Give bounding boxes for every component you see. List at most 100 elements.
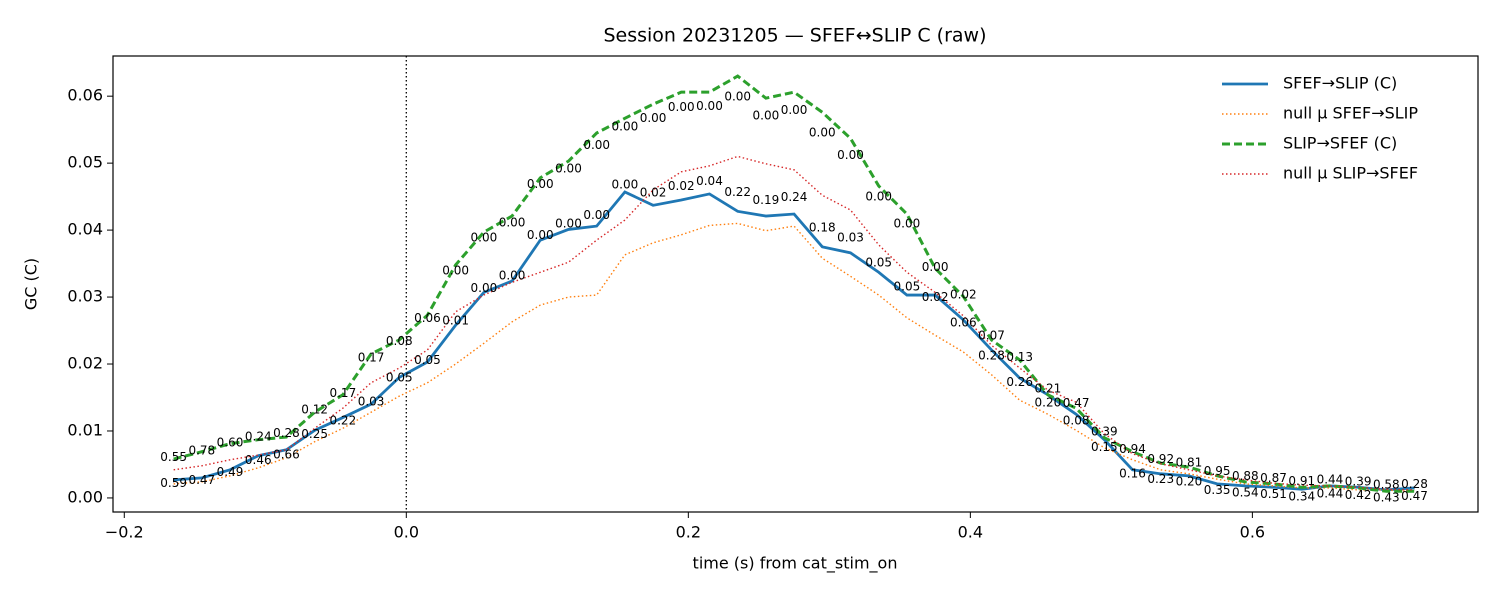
p-value-label: 0.25 <box>301 427 328 441</box>
p-value-label: 0.18 <box>809 220 836 234</box>
p-value-label: 0.60 <box>217 435 244 449</box>
p-value-label: 0.00 <box>583 138 610 152</box>
p-value-label: 0.05 <box>865 256 892 270</box>
p-value-label: 0.05 <box>414 353 441 367</box>
p-value-label: 0.54 <box>1232 486 1259 500</box>
p-value-label: 0.21 <box>1035 381 1062 395</box>
p-value-label: 0.00 <box>612 178 639 192</box>
x-tick-label: 0.0 <box>394 523 419 542</box>
p-value-label: 0.19 <box>753 193 780 207</box>
p-value-label: 0.42 <box>1345 488 1372 502</box>
p-value-label: 0.00 <box>555 161 582 175</box>
legend-label: SFEF→SLIP (C) <box>1283 74 1397 93</box>
p-value-label: 0.00 <box>809 126 836 140</box>
y-tick-label: 0.02 <box>67 354 103 373</box>
p-value-label: 0.05 <box>894 279 921 293</box>
series-line <box>173 74 1415 493</box>
p-value-label: 0.00 <box>724 90 751 104</box>
p-value-label: 0.24 <box>781 190 808 204</box>
p-value-label: 0.22 <box>724 185 751 199</box>
p-value-label: 0.00 <box>527 177 554 191</box>
p-value-label: 0.06 <box>414 311 441 325</box>
p-value-label: 0.24 <box>245 429 272 443</box>
y-axis-label: GC (C) <box>22 258 41 310</box>
p-value-label: 0.87 <box>1260 471 1287 485</box>
p-value-label: 0.15 <box>1091 440 1118 454</box>
p-value-label: 0.20 <box>1035 395 1062 409</box>
p-value-label: 0.16 <box>1119 467 1146 481</box>
p-value-label: 0.00 <box>696 99 723 113</box>
p-value-label: 0.55 <box>160 450 187 464</box>
p-value-label: 0.51 <box>1260 487 1287 501</box>
p-value-label: 0.34 <box>1288 489 1315 503</box>
p-value-label: 0.17 <box>358 351 385 365</box>
p-value-label: 0.03 <box>837 230 864 244</box>
chart-title: Session 20231205 — SFEF↔SLIP C (raw) <box>603 25 986 47</box>
p-value-label: 0.26 <box>1006 375 1033 389</box>
p-value-label: 0.00 <box>922 260 949 274</box>
y-tick-label: 0.05 <box>67 153 103 172</box>
p-value-label: 0.91 <box>1288 474 1315 488</box>
p-value-label: 0.23 <box>1147 472 1174 486</box>
x-tick-label: 0.6 <box>1240 523 1265 542</box>
legend-label: null μ SLIP→SFEF <box>1283 164 1418 183</box>
y-tick-label: 0.00 <box>67 487 103 506</box>
p-value-label: 0.07 <box>978 328 1005 342</box>
p-value-label: 0.00 <box>499 216 526 230</box>
p-value-label: 0.28 <box>978 348 1005 362</box>
p-value-label: 0.02 <box>922 290 949 304</box>
series-line <box>173 190 1415 492</box>
p-value-label: 0.66 <box>273 448 300 462</box>
p-value-label: 0.00 <box>640 111 667 125</box>
p-value-label: 0.00 <box>668 100 695 114</box>
p-value-label: 0.01 <box>442 314 469 328</box>
p-value-label: 0.03 <box>358 395 385 409</box>
legend-label: null μ SFEF→SLIP <box>1283 104 1418 123</box>
legend-label: SLIP→SFEF (C) <box>1283 134 1397 153</box>
p-value-label: 0.81 <box>1176 455 1203 469</box>
p-value-label: 0.06 <box>950 316 977 330</box>
p-value-label: 0.39 <box>1091 425 1118 439</box>
p-value-label: 0.46 <box>245 453 272 467</box>
p-value-label: 0.02 <box>640 186 667 200</box>
x-tick-label: 0.2 <box>676 523 701 542</box>
p-value-label: 0.47 <box>1063 396 1090 410</box>
series-line <box>173 155 1415 491</box>
plot-frame <box>112 55 1479 513</box>
p-value-label: 0.47 <box>188 473 215 487</box>
x-tick-label: −0.2 <box>105 523 144 542</box>
p-value-label: 0.00 <box>583 208 610 222</box>
p-value-label: 0.12 <box>301 402 328 416</box>
p-value-label: 0.00 <box>555 216 582 230</box>
p-value-label: 0.00 <box>865 190 892 204</box>
p-value-label: 0.59 <box>160 476 187 490</box>
y-tick-label: 0.06 <box>67 86 103 105</box>
p-value-label: 0.00 <box>527 228 554 242</box>
p-value-label: 0.35 <box>1204 483 1231 497</box>
p-value-label: 0.05 <box>386 370 413 384</box>
p-value-label: 0.00 <box>471 281 498 295</box>
p-value-label: 0.02 <box>950 288 977 302</box>
y-tick-label: 0.04 <box>67 220 103 239</box>
p-value-label: 0.58 <box>1373 477 1400 491</box>
p-value-label: 0.78 <box>188 443 215 457</box>
p-value-label: 0.08 <box>386 334 413 348</box>
p-value-label: 0.39 <box>1345 474 1372 488</box>
p-value-label: 0.08 <box>1063 414 1090 428</box>
p-value-label: 0.00 <box>442 263 469 277</box>
p-value-label: 0.44 <box>1317 486 1344 500</box>
x-axis-label: time (s) from cat_stim_on <box>693 554 898 574</box>
p-value-label: 0.28 <box>273 426 300 440</box>
p-value-label: 0.00 <box>471 231 498 245</box>
p-value-label: 0.43 <box>1373 491 1400 505</box>
x-tick-label: 0.4 <box>958 523 983 542</box>
p-value-label: 0.17 <box>329 386 356 400</box>
p-value-label: 0.95 <box>1204 464 1231 478</box>
p-value-label: 0.04 <box>696 174 723 188</box>
p-value-label: 0.00 <box>894 217 921 231</box>
p-value-label: 0.00 <box>837 148 864 162</box>
p-value-label: 0.13 <box>1006 350 1033 364</box>
p-value-label: 0.88 <box>1232 469 1259 483</box>
p-value-label: 0.00 <box>499 268 526 282</box>
